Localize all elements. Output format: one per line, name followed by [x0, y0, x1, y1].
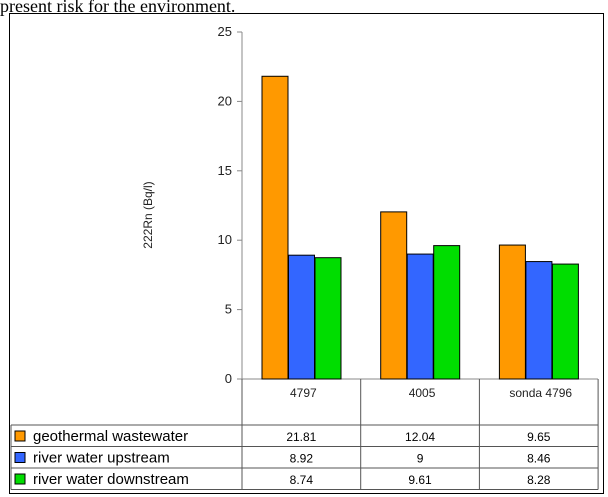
data-table-cell: 9.61 — [408, 473, 432, 487]
x-category-label: 4005 — [409, 386, 436, 400]
data-table-cell: 9 — [417, 452, 424, 466]
data-table-cell: 12.04 — [405, 430, 435, 444]
chart-axes: 0 5 10 15 20 25 222Rn (Bq/l) — [141, 24, 598, 386]
legend-label: geothermal wastewater — [33, 428, 188, 445]
legend-label: river water downstream — [33, 471, 189, 488]
y-tick-label: 15 — [218, 163, 232, 178]
data-table: 4797 4005 sonda 4796 geothermal wastewater 2… — [10, 379, 599, 490]
legend-swatch — [14, 452, 26, 463]
y-tick-label: 10 — [218, 232, 232, 247]
bar-river-water-downstream-4797 — [314, 257, 342, 380]
bar-river-water-upstream-4005 — [406, 253, 434, 380]
y-axis-label: 222Rn (Bq/l) — [141, 181, 155, 248]
bar-geothermal-wastewater-4797 — [261, 75, 289, 380]
page-caption-fragment: present risk for the environment. — [0, 0, 236, 16]
x-category-label: sonda 4796 — [509, 386, 572, 400]
y-tick-label: 20 — [218, 93, 232, 108]
data-table-cell: 8.46 — [527, 452, 551, 466]
legend-swatch — [14, 430, 26, 442]
x-category-label: 4797 — [290, 386, 317, 400]
bar-river-water-downstream-4005 — [433, 245, 461, 380]
bar-river-water-upstream-4797 — [288, 254, 315, 380]
legend-swatch — [14, 473, 26, 485]
y-tick-label: 0 — [225, 371, 232, 386]
y-tick-label: 5 — [225, 302, 232, 317]
y-tick-label: 25 — [218, 24, 232, 39]
data-table-cell: 8.92 — [290, 452, 314, 466]
data-table-cell: 9.65 — [527, 430, 551, 444]
bar-geothermal-wastewater-sonda-4796 — [498, 244, 526, 380]
bar-river-water-upstream-sonda-4796 — [525, 261, 553, 380]
data-table-cell: 21.81 — [286, 430, 316, 444]
chart-frame — [9, 13, 604, 494]
bar-geothermal-wastewater-4005 — [380, 211, 408, 380]
bar-river-water-downstream-sonda-4796 — [551, 263, 579, 380]
chart-bars — [261, 75, 579, 380]
data-table-cell: 8.74 — [290, 473, 314, 487]
data-table-cell: 8.28 — [527, 473, 551, 487]
legend-label: river water upstream — [33, 450, 170, 467]
